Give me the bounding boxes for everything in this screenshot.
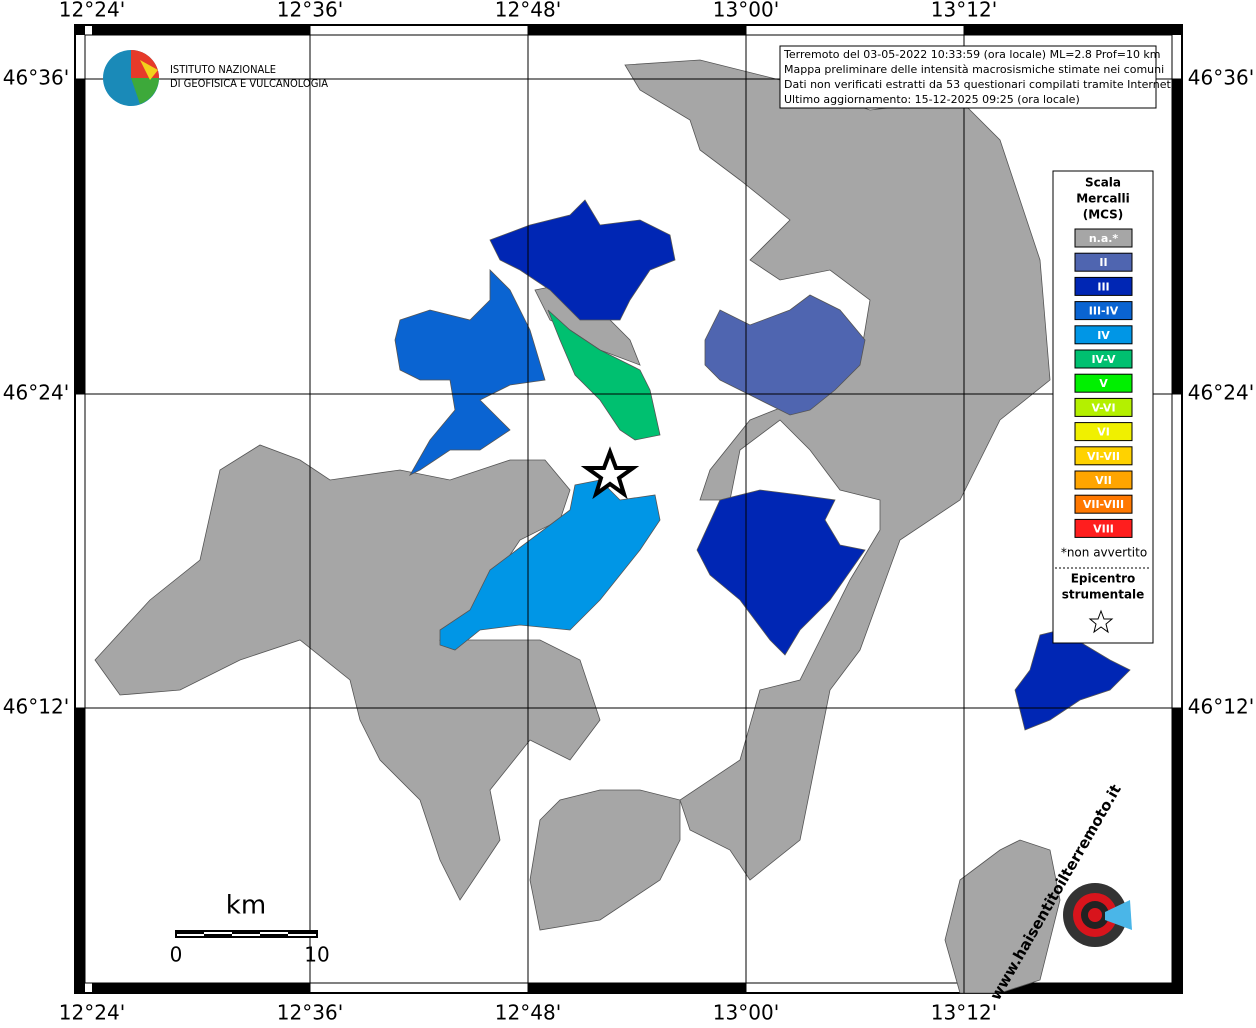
epicenter-star [580, 446, 640, 500]
legend: ScalaMercalli(MCS)n.a.*IIIIIIII-IVIVIV-V… [1052, 170, 1154, 644]
scale-unit: km [226, 891, 266, 921]
region-iii [1014, 629, 1131, 731]
lat-label: 46°24' [1188, 381, 1254, 405]
region-iv-v [547, 309, 661, 441]
info-box: Terremoto del 03-05-2022 10:33:59 (ora l… [779, 45, 1174, 109]
scale-label: 0 [170, 943, 183, 967]
logo-text: DI GEOFISICA E VULCANOLOGIA [170, 77, 328, 90]
legend-swatch [1074, 325, 1133, 345]
legend-label: IV-V [1091, 353, 1116, 366]
legend-swatch [1074, 422, 1133, 442]
legend-label: V [1099, 377, 1108, 390]
legend-title: Scala [1085, 176, 1121, 190]
logo-text: ISTITUTO NAZIONALE [170, 63, 276, 76]
legend-label: III-IV [1089, 305, 1119, 318]
region-iv [439, 479, 661, 651]
legend-label: VI [1097, 426, 1110, 439]
legend-label: VIII [1093, 522, 1114, 535]
scale-bar: km 0 10 [170, 891, 330, 967]
legend-epicenter: Epicentro [1071, 572, 1136, 586]
legend-title: Mercalli [1076, 192, 1130, 206]
legend-label: II [1099, 256, 1107, 269]
legend-swatch [1074, 470, 1133, 490]
legend-label: n.a.* [1089, 232, 1119, 245]
region-na [944, 839, 1061, 994]
legend-label: IV [1097, 329, 1110, 342]
legend-swatch [1074, 349, 1133, 369]
legend-swatch [1074, 252, 1133, 272]
lat-label: 46°24' [3, 381, 69, 405]
legend-swatch [1074, 518, 1133, 538]
lon-label: 13°00' [713, 0, 779, 22]
info-line: Ultimo aggiornamento: 15-12-2025 09:25 (… [784, 93, 1080, 106]
lon-label: 12°24' [59, 0, 125, 22]
lon-label: 12°24' [59, 1001, 125, 1025]
legend-label: VI-VII [1087, 450, 1120, 463]
region-na [529, 789, 681, 931]
lat-label: 46°12' [1188, 695, 1254, 719]
lon-label: 13°12' [931, 0, 997, 22]
legend-label: VII-VIII [1083, 498, 1124, 511]
region-na [624, 59, 1051, 881]
info-line: Terremoto del 03-05-2022 10:33:59 (ora l… [783, 48, 1161, 61]
lon-label: 12°48' [495, 1001, 561, 1025]
lat-label: 46°12' [3, 695, 69, 719]
lon-label: 12°36' [277, 0, 343, 22]
legend-swatch [1074, 494, 1133, 514]
legend-label: III [1097, 280, 1109, 293]
municipalities [94, 59, 1131, 994]
frame [74, 24, 1183, 994]
ingv-logo: ISTITUTO NAZIONALE DI GEOFISICA E VULCAN… [103, 50, 328, 106]
info-line: Mappa preliminare delle intensità macros… [784, 63, 1164, 76]
legend-swatch [1074, 276, 1133, 296]
region-ii [704, 294, 866, 416]
legend-swatch [1074, 446, 1133, 466]
legend-label: VII [1095, 474, 1112, 487]
lon-label: 13°12' [931, 1001, 997, 1025]
lon-label: 12°48' [495, 0, 561, 22]
info-line: Dati non verificati estratti da 53 quest… [784, 78, 1174, 91]
lon-label: 13°00' [713, 1001, 779, 1025]
region-iii [489, 199, 676, 321]
lat-label: 46°36' [1188, 66, 1254, 90]
legend-swatch [1074, 397, 1133, 417]
legend-title: (MCS) [1083, 208, 1124, 222]
lon-label: 12°36' [277, 1001, 343, 1025]
region-iii-iv [394, 269, 546, 476]
region-iii [696, 489, 866, 656]
legend-label: V-VI [1091, 401, 1115, 414]
legend-epicenter: strumentale [1062, 588, 1145, 602]
scale-label: 10 [304, 943, 329, 967]
legend-swatch [1074, 228, 1133, 248]
region-na [94, 444, 601, 901]
legend-swatch [1074, 301, 1133, 321]
legend-swatch [1074, 373, 1133, 393]
legend-note: *non avvertito [1061, 546, 1147, 560]
lat-label: 46°36' [3, 66, 69, 90]
